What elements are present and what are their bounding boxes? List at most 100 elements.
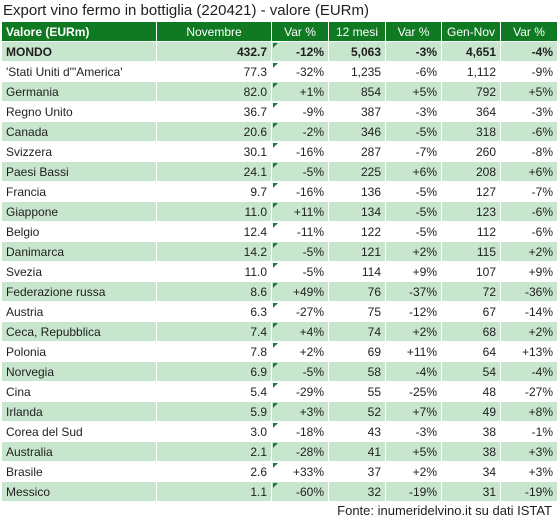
jan-nov-var-cell[interactable]: +6% xyxy=(500,161,558,182)
12-months-var-cell[interactable]: -5% xyxy=(385,181,442,202)
jan-nov-cell[interactable]: 107 xyxy=(441,261,501,282)
name-cell[interactable]: Paesi Bassi xyxy=(1,161,157,182)
jan-nov-var-cell[interactable]: -9% xyxy=(500,61,558,82)
jan-nov-var-cell[interactable]: +8% xyxy=(500,401,558,422)
12-months-cell[interactable]: 134 xyxy=(328,201,386,222)
jan-nov-var-cell[interactable]: -7% xyxy=(500,181,558,202)
12-months-var-cell[interactable]: -5% xyxy=(385,121,442,142)
jan-nov-var-cell[interactable]: -27% xyxy=(500,381,558,402)
jan-nov-cell[interactable]: 31 xyxy=(441,481,501,502)
12-months-cell[interactable]: 1,235 xyxy=(328,61,386,82)
november-var-cell[interactable]: -5% xyxy=(271,261,329,282)
november-cell[interactable]: 9.7 xyxy=(156,181,272,202)
november-cell[interactable]: 20.6 xyxy=(156,121,272,142)
12-months-var-cell[interactable]: -37% xyxy=(385,281,442,302)
12-months-cell[interactable]: 75 xyxy=(328,301,386,322)
november-var-cell[interactable]: +3% xyxy=(271,401,329,422)
november-var-cell[interactable]: -11% xyxy=(271,221,329,242)
jan-nov-cell[interactable]: 67 xyxy=(441,301,501,322)
name-cell[interactable]: Australia xyxy=(1,441,157,462)
12-months-cell[interactable]: 121 xyxy=(328,241,386,262)
12-months-var-cell[interactable]: -6% xyxy=(385,61,442,82)
12-months-var-cell[interactable]: +2% xyxy=(385,321,442,342)
november-cell[interactable]: 77.3 xyxy=(156,61,272,82)
november-var-cell[interactable]: +2% xyxy=(271,341,329,362)
12-months-cell[interactable]: 37 xyxy=(328,461,386,482)
12-months-cell[interactable]: 69 xyxy=(328,341,386,362)
jan-nov-var-cell[interactable]: +13% xyxy=(500,341,558,362)
12-months-cell[interactable]: 387 xyxy=(328,101,386,122)
november-var-cell[interactable]: +1% xyxy=(271,81,329,102)
12-months-cell[interactable]: 55 xyxy=(328,381,386,402)
12-months-cell[interactable]: 43 xyxy=(328,421,386,442)
12-months-cell[interactable]: 346 xyxy=(328,121,386,142)
november-cell[interactable]: 11.0 xyxy=(156,261,272,282)
november-var-cell[interactable]: -16% xyxy=(271,181,329,202)
jan-nov-var-cell[interactable]: -8% xyxy=(500,141,558,162)
november-var-cell[interactable]: +11% xyxy=(271,201,329,222)
12-months-cell[interactable]: 225 xyxy=(328,161,386,182)
november-var-cell[interactable]: -9% xyxy=(271,101,329,122)
jan-nov-var-cell[interactable]: +3% xyxy=(500,461,558,482)
jan-nov-var-cell[interactable]: -6% xyxy=(500,201,558,222)
12-months-var-cell[interactable]: -5% xyxy=(385,201,442,222)
12-months-var-cell[interactable]: -5% xyxy=(385,221,442,242)
november-var-cell[interactable]: -5% xyxy=(271,241,329,262)
12-months-cell[interactable]: 76 xyxy=(328,281,386,302)
november-cell[interactable]: 1.1 xyxy=(156,481,272,502)
november-var-cell[interactable]: -18% xyxy=(271,421,329,442)
november-cell[interactable]: 30.1 xyxy=(156,141,272,162)
november-var-cell[interactable]: -5% xyxy=(271,361,329,382)
total-12-months-cell[interactable]: 5,063 xyxy=(328,41,386,62)
november-var-cell[interactable]: -28% xyxy=(271,441,329,462)
12-months-var-cell[interactable]: -12% xyxy=(385,301,442,322)
header-november-var[interactable]: Var % xyxy=(271,21,329,42)
name-cell[interactable]: Germania xyxy=(1,81,157,102)
jan-nov-var-cell[interactable]: -3% xyxy=(500,101,558,122)
12-months-var-cell[interactable]: +7% xyxy=(385,401,442,422)
12-months-cell[interactable]: 287 xyxy=(328,141,386,162)
header-12-months-var[interactable]: Var % xyxy=(385,21,442,42)
jan-nov-cell[interactable]: 318 xyxy=(441,121,501,142)
header-november[interactable]: Novembre xyxy=(156,21,272,42)
jan-nov-var-cell[interactable]: -1% xyxy=(500,421,558,442)
12-months-var-cell[interactable]: +2% xyxy=(385,461,442,482)
jan-nov-cell[interactable]: 1,112 xyxy=(441,61,501,82)
total-jan-nov-cell[interactable]: 4,651 xyxy=(441,41,501,62)
november-cell[interactable]: 6.3 xyxy=(156,301,272,322)
november-cell[interactable]: 14.2 xyxy=(156,241,272,262)
jan-nov-var-cell[interactable]: -19% xyxy=(500,481,558,502)
jan-nov-var-cell[interactable]: +3% xyxy=(500,441,558,462)
12-months-var-cell[interactable]: +9% xyxy=(385,261,442,282)
jan-nov-var-cell[interactable]: +5% xyxy=(500,81,558,102)
name-cell[interactable]: Irlanda xyxy=(1,401,157,422)
november-cell[interactable]: 24.1 xyxy=(156,161,272,182)
name-cell[interactable]: Svizzera xyxy=(1,141,157,162)
total-name-cell[interactable]: MONDO xyxy=(1,41,157,62)
jan-nov-cell[interactable]: 54 xyxy=(441,361,501,382)
12-months-var-cell[interactable]: -4% xyxy=(385,361,442,382)
name-cell[interactable]: Giappone xyxy=(1,201,157,222)
jan-nov-cell[interactable]: 792 xyxy=(441,81,501,102)
november-cell[interactable]: 11.0 xyxy=(156,201,272,222)
november-var-cell[interactable]: +49% xyxy=(271,281,329,302)
total-november-var-cell[interactable]: -12% xyxy=(271,41,329,62)
november-var-cell[interactable]: +33% xyxy=(271,461,329,482)
jan-nov-cell[interactable]: 127 xyxy=(441,181,501,202)
total-12-months-var-cell[interactable]: -3% xyxy=(385,41,442,62)
november-var-cell[interactable]: -29% xyxy=(271,381,329,402)
name-cell[interactable]: Belgio xyxy=(1,221,157,242)
jan-nov-var-cell[interactable]: +2% xyxy=(500,241,558,262)
november-var-cell[interactable]: -27% xyxy=(271,301,329,322)
12-months-cell[interactable]: 74 xyxy=(328,321,386,342)
november-cell[interactable]: 6.9 xyxy=(156,361,272,382)
november-var-cell[interactable]: +4% xyxy=(271,321,329,342)
name-cell[interactable]: Ceca, Repubblica xyxy=(1,321,157,342)
name-cell[interactable]: Brasile xyxy=(1,461,157,482)
jan-nov-var-cell[interactable]: -36% xyxy=(500,281,558,302)
12-months-var-cell[interactable]: +5% xyxy=(385,441,442,462)
jan-nov-cell[interactable]: 208 xyxy=(441,161,501,182)
name-cell[interactable]: Corea del Sud xyxy=(1,421,157,442)
total-november-cell[interactable]: 432.7 xyxy=(156,41,272,62)
12-months-cell[interactable]: 114 xyxy=(328,261,386,282)
